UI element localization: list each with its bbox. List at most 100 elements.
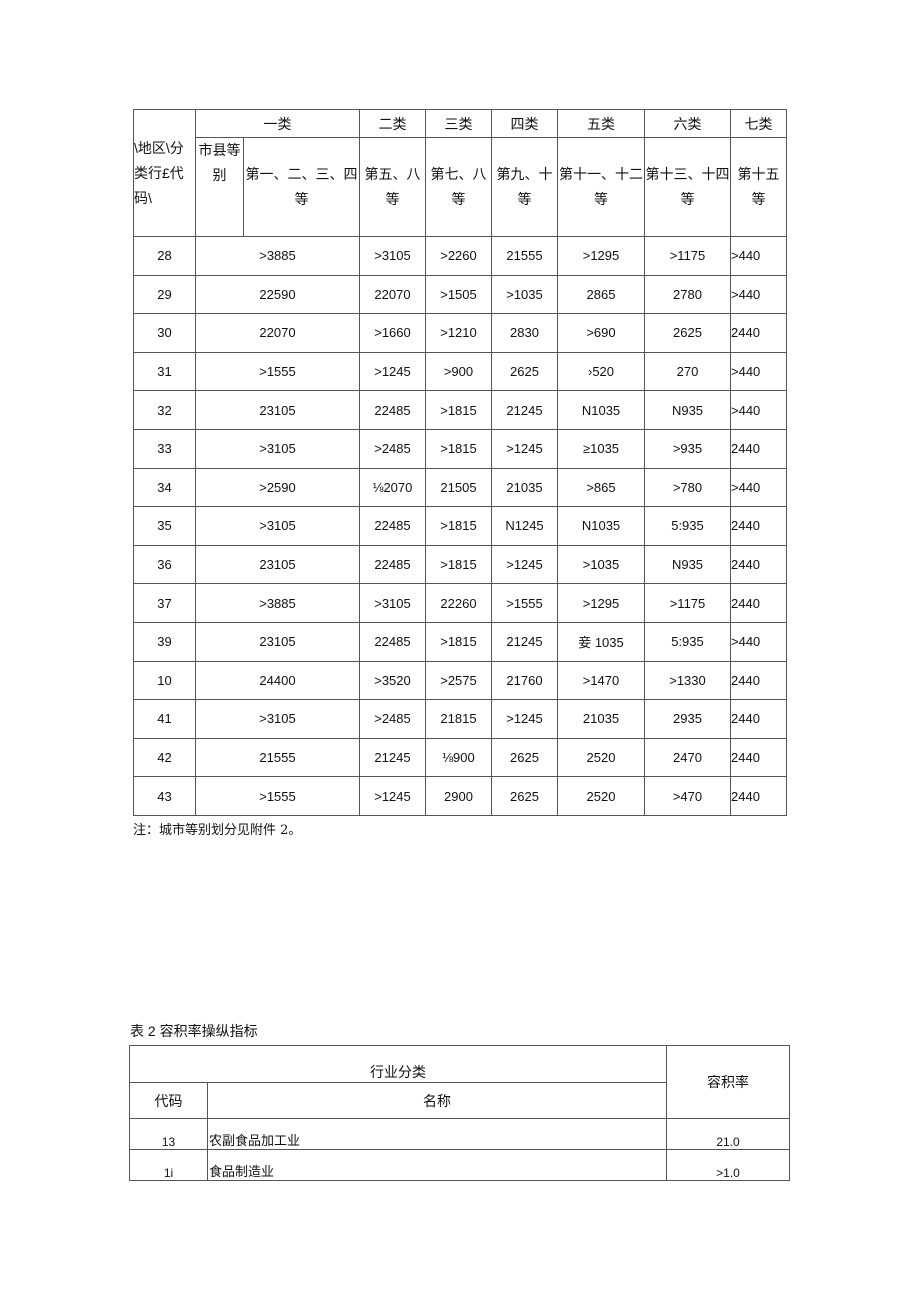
cell: 23105 [195,621,360,662]
industry-name: 食品制造业 [207,1149,667,1181]
cell: 妾 1035 [557,621,645,662]
cell: >1555 [491,583,558,623]
cell: >1660 [359,313,426,353]
cell: >1245 [359,776,426,816]
cell: >690 [557,313,645,353]
cell: 2440 [730,737,787,778]
cell: >440 [730,274,787,315]
cell: 21555 [195,737,360,778]
cell: >1035 [491,274,558,315]
grade-header: 第十五等 [730,137,787,237]
cell: >2575 [425,660,492,701]
row-code: 34 [133,467,196,508]
cell: 21245 [359,737,426,778]
cell: 22485 [359,544,426,585]
grade-header: 第十一、十二等 [557,137,645,237]
row-code: 37 [133,583,196,623]
cell: 5:935 [644,506,731,546]
cell: >780 [644,467,731,508]
table-row: 33 >3105 >2485 >1815 >1245 ≥1035 >935 2440 [133,428,787,469]
industry-code: 13 [129,1118,208,1150]
cell: 2900 [425,776,492,816]
cell: >3105 [195,699,360,739]
cell: 2440 [730,583,787,623]
class-header: 三类 [425,109,492,138]
table-row: 13 农副食品加工业 21.0 [129,1118,790,1150]
cell: N1035 [557,390,645,430]
row-code: 32 [133,390,196,430]
cell: >1330 [644,660,731,701]
cell: >935 [644,428,731,469]
table-row: 1i 食品制造业 >1.0 [129,1149,790,1181]
cell: ≥1035 [557,428,645,469]
cell: 2440 [730,428,787,469]
row-code: 42 [133,737,196,778]
cell: 22260 [425,583,492,623]
table-row: 29 22590 22070 >1505 >1035 2865 2780 >440 [133,274,787,315]
grade-header: 第七、八等 [425,137,492,237]
cell: 270 [644,351,731,392]
class-header: 七类 [730,109,787,138]
cell: ⅛2070 [359,467,426,508]
class-header: 二类 [359,109,426,138]
cell: 21035 [491,467,558,508]
row-code: 28 [133,236,196,276]
row-code: 43 [133,776,196,816]
grade-header: 第五、八等 [359,137,426,237]
cell: 2865 [557,274,645,315]
cell: 23105 [195,544,360,585]
cell: 2625 [491,351,558,392]
class-header: 五类 [557,109,645,138]
cell: N935 [644,544,731,585]
cell: >1245 [491,428,558,469]
cell: >1175 [644,236,731,276]
cell: >1815 [425,506,492,546]
cell: 2830 [491,313,558,353]
table-row: 43 >1555 >1245 2900 2625 2520 >470 2440 [133,776,787,816]
cell: >865 [557,467,645,508]
cell: >1555 [195,776,360,816]
cell: 22590 [195,274,360,315]
cell: 21760 [491,660,558,701]
land-price-table: \地区\分类行£代码\ 一类 二类 三类 四类 五类 六类 七类 市县等别 第一… [133,109,787,816]
table-row: 31 >1555 >1245 >900 2625 ›520 270 >440 [133,351,787,392]
cell: >1815 [425,544,492,585]
table-row: 42 21555 21245 ⅛900 2625 2520 2470 2440 [133,737,787,778]
cell: 2440 [730,776,787,816]
cell: >2485 [359,428,426,469]
row-code: 35 [133,506,196,546]
cell: 2440 [730,506,787,546]
cell: 23105 [195,390,360,430]
cell: >1470 [557,660,645,701]
grade-header: 第一、二、三、四等 [243,137,360,237]
corner-header: \地区\分类行£代码\ [133,109,196,237]
cell: 2440 [730,699,787,739]
name-header: 名称 [207,1082,667,1119]
cell: >1295 [557,583,645,623]
cell: 2625 [491,737,558,778]
cell: 2625 [491,776,558,816]
table-row: 37 >3885 >3105 22260 >1555 >1295 >1175 2440 [133,583,787,623]
cell: 2440 [730,313,787,353]
cell: >2485 [359,699,426,739]
ratio-value: >1.0 [666,1149,790,1181]
cell: 2520 [557,737,645,778]
grade-header: 第九、十等 [491,137,558,237]
cell: >1295 [557,236,645,276]
cell: 24400 [195,660,360,701]
cell: >440 [730,351,787,392]
table-row: 30 22070 >1660 >1210 2830 >690 2625 2440 [133,313,787,353]
table-note: 注：城市等别划分见附件 2。 [133,823,302,838]
class-header: 四类 [491,109,558,138]
cell: 22070 [195,313,360,353]
cell: >1815 [425,428,492,469]
industry-name: 农副食品加工业 [207,1118,667,1150]
cell: 2470 [644,737,731,778]
cell: 22070 [359,274,426,315]
table-caption: 表 2 容积率操纵指标 [130,1023,258,1039]
cell: 2935 [644,699,731,739]
row-code: 30 [133,313,196,353]
cell: >470 [644,776,731,816]
cell: 21555 [491,236,558,276]
row-code: 10 [133,660,196,701]
